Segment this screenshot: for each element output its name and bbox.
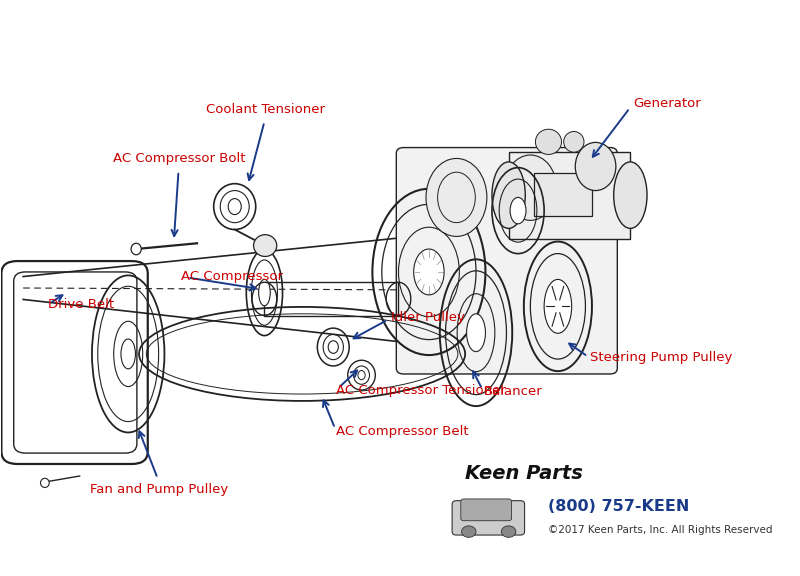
Ellipse shape — [414, 249, 444, 295]
Ellipse shape — [504, 155, 557, 221]
Bar — [265, 282, 398, 316]
Text: (800) 757-KEEN: (800) 757-KEEN — [549, 499, 690, 514]
Ellipse shape — [426, 158, 487, 236]
Ellipse shape — [466, 314, 486, 351]
FancyBboxPatch shape — [461, 499, 511, 521]
Ellipse shape — [502, 526, 516, 537]
Text: ©2017 Keen Parts, Inc. All Rights Reserved: ©2017 Keen Parts, Inc. All Rights Reserv… — [549, 525, 773, 535]
FancyBboxPatch shape — [396, 147, 618, 374]
Text: Steering Pump Pulley: Steering Pump Pulley — [590, 351, 732, 365]
Ellipse shape — [258, 279, 270, 306]
Ellipse shape — [41, 478, 50, 487]
Text: AC Compressor Bolt: AC Compressor Bolt — [113, 151, 245, 165]
Text: Idler Pulley: Idler Pulley — [391, 311, 465, 324]
Ellipse shape — [544, 279, 572, 334]
Bar — [534, 173, 592, 217]
Text: AC Compressor: AC Compressor — [181, 270, 283, 283]
Ellipse shape — [510, 198, 526, 224]
Ellipse shape — [575, 142, 616, 191]
Ellipse shape — [535, 129, 562, 154]
Ellipse shape — [328, 341, 338, 353]
Bar — [509, 152, 630, 239]
Text: Balancer: Balancer — [483, 385, 542, 397]
Text: Fan and Pump Pulley: Fan and Pump Pulley — [90, 483, 229, 496]
Ellipse shape — [121, 339, 135, 369]
Ellipse shape — [228, 199, 242, 215]
Text: Coolant Tensioner: Coolant Tensioner — [206, 103, 326, 116]
Text: Generator: Generator — [634, 97, 701, 110]
Ellipse shape — [254, 234, 277, 256]
Text: AC Compressor Belt: AC Compressor Belt — [336, 425, 469, 438]
Text: AC Compressor Tensioner: AC Compressor Tensioner — [336, 384, 506, 396]
Text: Keen Parts: Keen Parts — [465, 464, 583, 483]
FancyBboxPatch shape — [452, 501, 525, 535]
Ellipse shape — [462, 526, 476, 537]
Ellipse shape — [131, 243, 142, 255]
Ellipse shape — [564, 131, 584, 152]
Ellipse shape — [492, 162, 526, 229]
Text: Drive Belt: Drive Belt — [49, 298, 114, 310]
Ellipse shape — [614, 162, 647, 229]
Ellipse shape — [358, 370, 365, 380]
